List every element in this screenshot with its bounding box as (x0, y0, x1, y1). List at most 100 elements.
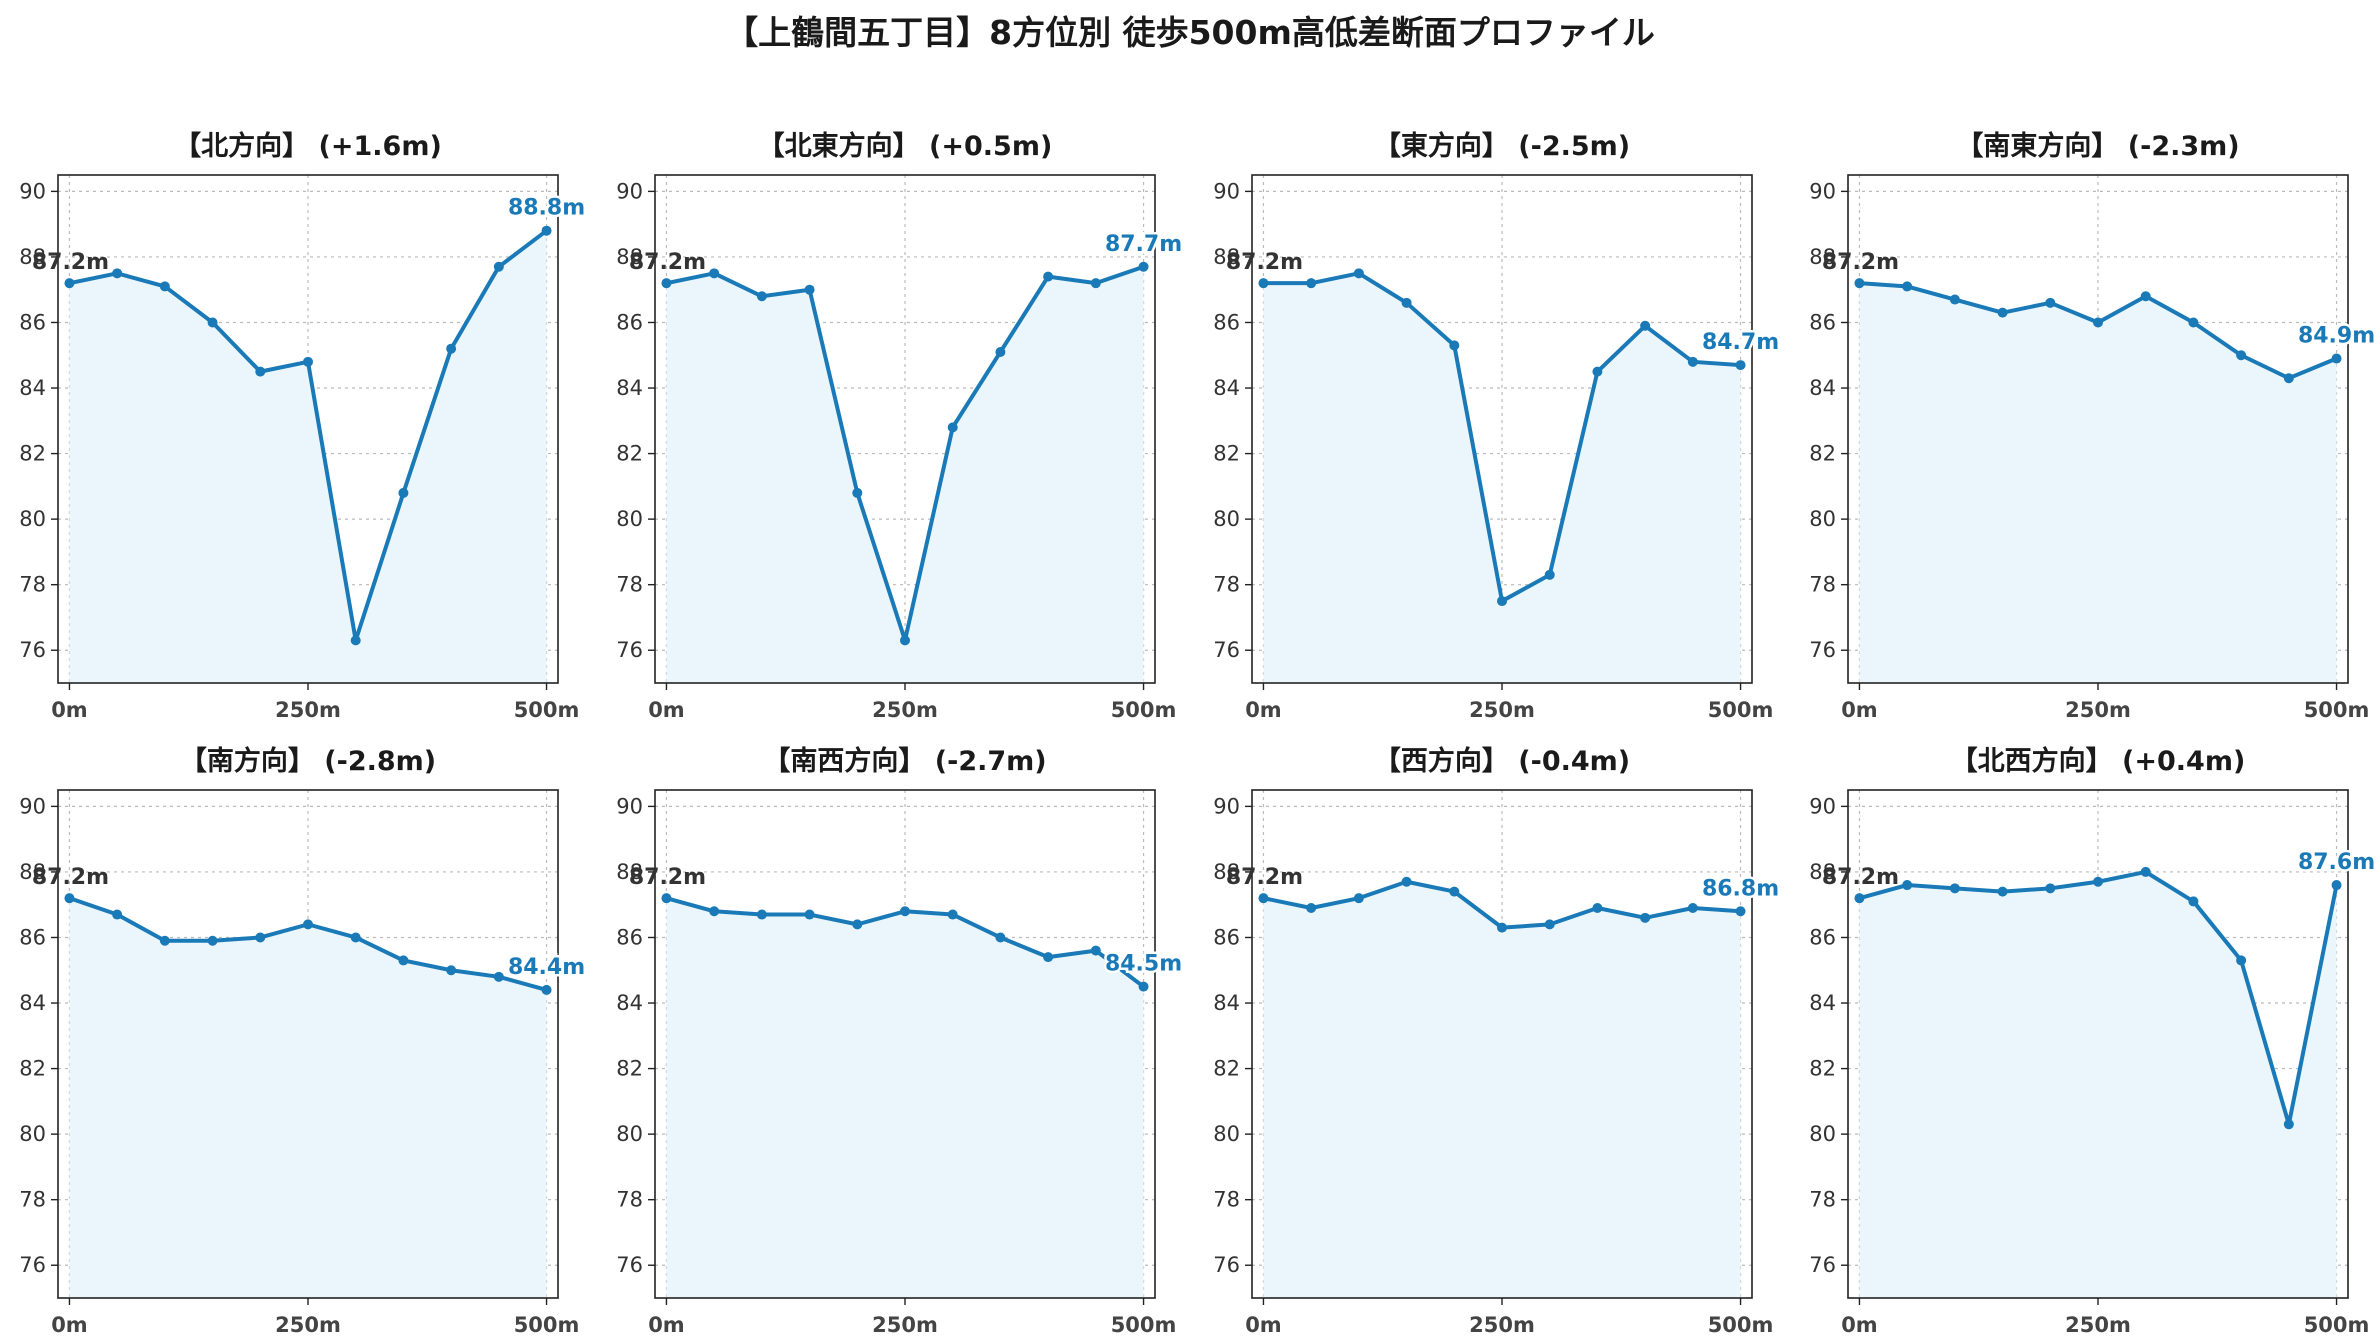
profile-point (2236, 350, 2247, 361)
y-tick-label: 88 (19, 245, 46, 269)
profile-point (947, 909, 958, 920)
end-elevation-label: 87.6m (2298, 850, 2375, 875)
profile-point (1592, 366, 1603, 377)
profile-point (1497, 922, 1507, 933)
y-tick-label: 76 (1809, 638, 1836, 662)
x-tick-label: 250m (275, 698, 341, 722)
x-tick-label: 0m (51, 698, 88, 722)
profile-point (1138, 261, 1149, 272)
end-elevation-label: 87.7m (1105, 232, 1182, 257)
profile-point (1949, 294, 1960, 305)
profile-point (1353, 268, 1364, 279)
start-elevation-label: 87.2m (1226, 865, 1303, 890)
profile-point (159, 935, 170, 946)
profile-point (995, 932, 1006, 943)
y-tick-label: 88 (616, 860, 643, 884)
y-tick-label: 76 (1809, 1253, 1836, 1277)
profile-point (1640, 912, 1651, 923)
profile-area (1263, 881, 1741, 1298)
profile-point (446, 343, 457, 354)
profile-point (2140, 291, 2151, 302)
y-tick-label: 86 (1809, 925, 1836, 949)
profile-point (255, 932, 266, 943)
y-tick-label: 82 (1213, 442, 1240, 466)
x-tick-label: 250m (275, 1313, 341, 1337)
x-tick-label: 250m (1469, 1313, 1535, 1337)
profile-panel: 【西方向】 (-0.4m) 76 78 80 82 84 86 88 90 0m 250m 500m 8… (1213, 745, 1781, 1337)
y-tick-label: 90 (1809, 794, 1836, 818)
x-tick-label: 500m (2304, 698, 2370, 722)
x-tick-label: 0m (648, 698, 685, 722)
profile-point (255, 366, 266, 377)
profile-point (1640, 320, 1651, 331)
x-tick-label: 250m (872, 1313, 938, 1337)
profile-point (1687, 356, 1698, 367)
panel-title: 【北東方向】 (+0.5m) (758, 130, 1053, 162)
profile-panel: 【南西方向】 (-2.7m) 76 78 80 82 84 86 88 90 0m 250m 500m… (616, 745, 1184, 1337)
y-tick-label: 86 (1213, 310, 1240, 334)
panel-title: 【南東方向】 (-2.3m) (1956, 130, 2239, 162)
y-tick-label: 78 (1213, 573, 1240, 597)
y-tick-label: 80 (1809, 1122, 1836, 1146)
y-tick-label: 90 (1213, 794, 1240, 818)
x-tick-label: 500m (1111, 698, 1177, 722)
y-tick-label: 84 (616, 376, 643, 400)
x-tick-label: 500m (1708, 698, 1774, 722)
y-tick-label: 90 (616, 179, 643, 203)
profile-point (446, 965, 457, 976)
y-tick-label: 88 (1809, 245, 1836, 269)
profile-point (112, 268, 123, 279)
y-tick-label: 84 (19, 376, 46, 400)
y-tick-label: 86 (1809, 310, 1836, 334)
figure-title: 【上鶴間五丁目】8方位別 徒歩500m高低差断面プロファイル (725, 13, 1655, 52)
profile-point (709, 268, 720, 279)
start-elevation-label: 87.2m (1822, 865, 1899, 890)
y-tick-label: 78 (19, 1188, 46, 1212)
x-tick-label: 0m (1245, 698, 1282, 722)
profile-point (350, 635, 361, 646)
y-tick-label: 76 (616, 638, 643, 662)
profile-point (1138, 981, 1149, 992)
x-tick-label: 250m (872, 698, 938, 722)
x-tick-label: 0m (648, 1313, 685, 1337)
profile-area (1859, 871, 2337, 1298)
profile-point (804, 909, 815, 920)
y-tick-label: 84 (19, 991, 46, 1015)
x-tick-label: 500m (2304, 1313, 2370, 1337)
profile-point (2283, 1119, 2294, 1130)
profile-point (900, 635, 910, 646)
profile-point (64, 893, 75, 904)
profile-point (709, 906, 720, 917)
profile-point (2331, 880, 2342, 891)
profile-panel: 【東方向】 (-2.5m) 76 78 80 82 84 86 88 90 0m 250m 500m 8… (1213, 130, 1781, 722)
profile-point (804, 284, 815, 295)
profile-point (1902, 880, 1913, 891)
panel-title: 【南方向】 (-2.8m) (180, 745, 436, 777)
profile-point (2283, 373, 2294, 384)
start-elevation-label: 87.2m (629, 865, 706, 890)
profile-point (1497, 596, 1507, 607)
profile-area (666, 266, 1144, 683)
profile-point (493, 971, 504, 982)
x-tick-label: 500m (1708, 1313, 1774, 1337)
profile-area (69, 230, 547, 683)
profile-point (2093, 317, 2103, 328)
x-tick-label: 250m (1469, 698, 1535, 722)
y-tick-label: 82 (1809, 1057, 1836, 1081)
profile-area (1263, 273, 1741, 683)
profile-point (1544, 919, 1555, 930)
y-tick-label: 88 (616, 245, 643, 269)
y-tick-label: 84 (1809, 376, 1836, 400)
panels-grid: 【北方向】 (+1.6m) 76 78 80 82 84 86 88 90 0m 250m 500m 8… (19, 130, 2377, 1337)
profile-point (1592, 902, 1603, 913)
profile-point (1449, 886, 1460, 897)
profile-point (1090, 945, 1101, 956)
start-elevation-label: 87.2m (1822, 250, 1899, 275)
profile-panel: 【北東方向】 (+0.5m) 76 78 80 82 84 86 88 90 0m 250m 500m… (616, 130, 1184, 722)
y-tick-label: 78 (1809, 573, 1836, 597)
y-tick-label: 84 (1213, 991, 1240, 1015)
profile-point (2188, 317, 2199, 328)
y-tick-label: 80 (1809, 507, 1836, 531)
y-tick-label: 78 (616, 1188, 643, 1212)
